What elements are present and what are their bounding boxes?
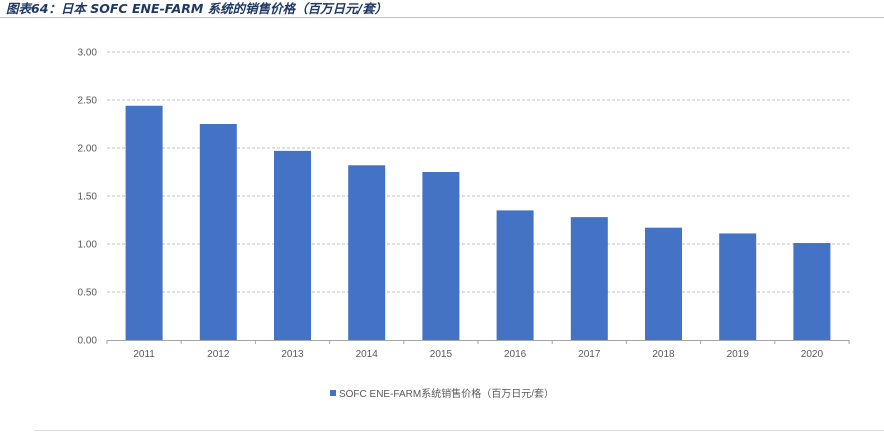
chart-title: 图表64：日本 SOFC ENE-FARM 系统的销售价格（百万日元/套） xyxy=(6,1,388,16)
x-tick-label: 2014 xyxy=(356,349,379,360)
bottom-divider xyxy=(34,430,884,431)
bar-2012 xyxy=(199,124,237,340)
x-tick-label: 2011 xyxy=(133,349,155,360)
x-tick-label: 2017 xyxy=(578,349,601,360)
y-tick-label: 3.00 xyxy=(78,48,98,59)
bar-2015 xyxy=(422,172,460,340)
bar-2020 xyxy=(793,243,831,340)
x-tick-label: 2016 xyxy=(504,349,527,360)
x-tick-label: 2013 xyxy=(281,349,304,360)
y-tick-label: 2.50 xyxy=(78,96,98,107)
bar-2011 xyxy=(125,105,163,340)
y-tick-label: 0.50 xyxy=(78,288,98,299)
y-tick-label: 2.00 xyxy=(78,144,98,155)
y-tick-label: 1.00 xyxy=(78,240,98,251)
y-tick-label: 0.00 xyxy=(78,336,98,347)
title-divider xyxy=(0,17,884,18)
bar-2019 xyxy=(719,233,757,340)
x-tick-label: 2015 xyxy=(430,349,453,360)
bar-2018 xyxy=(645,227,682,340)
y-tick-label: 1.50 xyxy=(78,192,98,203)
bar-2014 xyxy=(348,165,386,340)
x-tick-label: 2018 xyxy=(652,349,675,360)
x-tick-label: 2019 xyxy=(727,349,750,360)
legend-label: SOFC ENE-FARM系统销售价格（百万日元/套） xyxy=(338,389,554,400)
legend-swatch xyxy=(329,390,336,397)
bar-2013 xyxy=(274,150,311,340)
legend: SOFC ENE-FARM系统销售价格（百万日元/套） xyxy=(0,385,884,400)
bar-2016 xyxy=(496,210,534,340)
x-tick-label: 2020 xyxy=(801,349,824,360)
bar-2017 xyxy=(570,217,608,340)
x-tick-label: 2012 xyxy=(207,349,230,360)
